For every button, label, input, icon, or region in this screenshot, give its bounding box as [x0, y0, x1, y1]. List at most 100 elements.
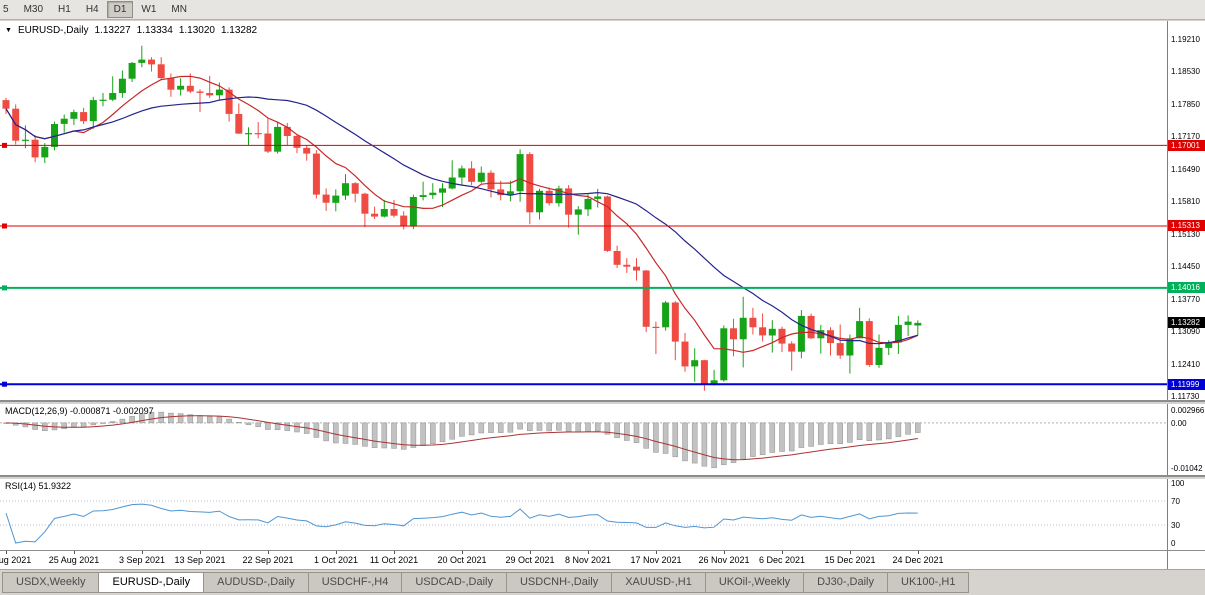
- price-axis-tick: 1.15810: [1171, 197, 1200, 206]
- price-axis-tick: 1.12410: [1171, 360, 1200, 369]
- macd-panel: MACD(12,26,9) -0.000871 -0.002097 0.0029…: [0, 404, 1205, 477]
- date-label: 17 Nov 2021: [630, 555, 682, 565]
- macd-axis-label: -0.01042: [1171, 464, 1203, 473]
- timeframe-button-m30[interactable]: M30: [23, 4, 44, 15]
- tab-usdcnh-daily[interactable]: USDCNH-,Daily: [505, 572, 612, 593]
- tab-usdcad-daily[interactable]: USDCAD-,Daily: [401, 572, 506, 593]
- macd-canvas[interactable]: [0, 404, 1167, 475]
- date-label: 15 Dec 2021: [824, 555, 876, 565]
- price-chart-canvas[interactable]: [0, 21, 1167, 400]
- price-axis-tick: 1.17850: [1171, 100, 1200, 109]
- date-label: 16 Aug 2021: [0, 555, 32, 565]
- macd-histogram: [3, 411, 921, 469]
- macd-axis[interactable]: 0.002966 0.00 -0.01042: [1167, 404, 1205, 475]
- time-axis-tick: [394, 551, 395, 554]
- timeframe-button-mn[interactable]: MN: [171, 4, 187, 15]
- price-axis-tick: 1.13770: [1171, 295, 1200, 304]
- date-label: 11 Oct 2021: [369, 555, 419, 565]
- ma-fast-line: [5, 75, 919, 353]
- support-line-green-handle[interactable]: [2, 285, 7, 291]
- current-price-label: 1.13282: [1168, 317, 1205, 328]
- timeframe-button-w1[interactable]: W1: [141, 4, 157, 15]
- timeframe-button-h4[interactable]: H4: [85, 4, 99, 15]
- price-axis-tick: 1.14450: [1171, 262, 1200, 271]
- time-axis-tick: [918, 551, 919, 554]
- resistance-line-lower-label: 1.15313: [1168, 220, 1205, 231]
- date-label: 29 Oct 2021: [505, 555, 555, 565]
- tab-audusd-daily[interactable]: AUDUSD-,Daily: [203, 572, 308, 593]
- support-line-blue-label: 1.11999: [1168, 379, 1205, 390]
- rsi-axis-label: 0: [1171, 539, 1176, 548]
- date-label: 3 Sep 2021: [118, 555, 166, 565]
- price-axis-tick: 1.15130: [1171, 230, 1200, 239]
- candles: [2, 45, 922, 391]
- resistance-line-upper-handle[interactable]: [2, 142, 7, 148]
- rsi-label: RSI(14) 51.9322: [5, 481, 72, 491]
- date-label: 26 Nov 2021: [698, 555, 750, 565]
- ohlc-close: 1.13282: [220, 25, 258, 36]
- date-label: 13 Sep 2021: [174, 555, 226, 565]
- ohlc-low: 1.13020: [178, 25, 215, 36]
- tab-ukoil-weekly[interactable]: UKOil-,Weekly: [704, 572, 804, 593]
- resistance-line-lower-handle[interactable]: [2, 223, 7, 229]
- date-label: 6 Dec 2021: [758, 555, 806, 565]
- symbol-arrow-icon: ▼: [5, 27, 12, 34]
- time-axis[interactable]: 16 Aug 2021 25 Aug 2021 3 Sep 2021 13 Sep 2…: [0, 551, 1167, 569]
- rsi-canvas[interactable]: [0, 479, 1167, 550]
- tab-dj30-daily[interactable]: DJ30-,Daily: [803, 572, 888, 593]
- time-axis-tick: [268, 551, 269, 554]
- tab-eurusd-daily[interactable]: EURUSD-,Daily: [98, 572, 204, 593]
- rsi-panel: RSI(14) 51.9322 100 70 30 0: [0, 479, 1205, 551]
- tab-usdchf-h4[interactable]: USDCHF-,H4: [307, 572, 402, 593]
- time-axis-tick: [530, 551, 531, 554]
- price-chart-panel: ▼ EURUSD-,Daily 1.13227 1.13334 1.13020 …: [0, 21, 1205, 402]
- chart-tab-bar: USDX,Weekly EURUSD-,Daily AUDUSD-,Daily USD…: [0, 569, 1205, 595]
- chart-title: ▼ EURUSD-,Daily 1.13227 1.13334 1.13020 …: [5, 25, 257, 36]
- price-chart-plot[interactable]: ▼ EURUSD-,Daily 1.13227 1.13334 1.13020 …: [0, 21, 1167, 400]
- date-label: 22 Sep 2021: [242, 555, 294, 565]
- chart-symbol-label: EURUSD-,Daily: [17, 25, 89, 36]
- macd-plot[interactable]: MACD(12,26,9) -0.000871 -0.002097: [0, 404, 1167, 475]
- macd-label: MACD(12,26,9) -0.000871 -0.002097: [5, 406, 154, 416]
- date-label: 25 Aug 2021: [48, 555, 100, 565]
- time-axis-tick: [142, 551, 143, 554]
- price-axis-tick: 1.11730: [1171, 392, 1200, 401]
- rsi-axis-label: 70: [1171, 497, 1180, 506]
- date-label: 20 Oct 2021: [437, 555, 487, 565]
- time-axis-tick: [200, 551, 201, 554]
- ohlc-open: 1.13227: [94, 25, 131, 36]
- price-axis-tick: 1.19210: [1171, 35, 1200, 44]
- resistance-line-upper-label: 1.17001: [1168, 140, 1205, 151]
- timeframe-button-5[interactable]: 5: [3, 4, 9, 15]
- rsi-axis[interactable]: 100 70 30 0: [1167, 479, 1205, 550]
- rsi-plot[interactable]: RSI(14) 51.9322: [0, 479, 1167, 550]
- price-axis-tick: 1.13090: [1171, 327, 1200, 336]
- time-axis-tick: [850, 551, 851, 554]
- date-label: 24 Dec 2021: [892, 555, 944, 565]
- price-axis-tick: 1.18530: [1171, 67, 1200, 76]
- support-line-green-label: 1.14016: [1168, 282, 1205, 293]
- macd-axis-label: 0.002966: [1171, 406, 1205, 415]
- rsi-line: [5, 503, 918, 544]
- time-axis-tick: [462, 551, 463, 554]
- time-axis-tick: [588, 551, 589, 554]
- price-axis[interactable]: 1.19210 1.18530 1.17850 1.17170 1.16490 1.158…: [1167, 21, 1205, 401]
- time-axis-tick: [336, 551, 337, 554]
- time-axis-tick: [6, 551, 7, 554]
- axis-corner: [1167, 551, 1205, 569]
- tab-usdx-weekly[interactable]: USDX,Weekly: [2, 572, 99, 593]
- rsi-axis-label: 30: [1171, 521, 1180, 530]
- ohlc-high: 1.13334: [136, 25, 173, 36]
- price-axis-tick: 1.17170: [1171, 132, 1200, 141]
- macd-signal-line: [5, 415, 918, 461]
- ma-slow-line: [5, 96, 918, 345]
- support-line-blue-handle[interactable]: [2, 381, 7, 387]
- date-label: 8 Nov 2021: [564, 555, 612, 565]
- time-axis-tick: [724, 551, 725, 554]
- tab-xauusd-h1[interactable]: XAUUSD-,H1: [611, 572, 705, 593]
- timeframe-button-d1[interactable]: D1: [106, 1, 134, 18]
- timeframe-button-h1[interactable]: H1: [58, 4, 71, 15]
- timeframe-toolbar: 5 M30 H1 H4 D1 W1 MN: [0, 0, 1205, 20]
- tab-uk100-h1[interactable]: UK100-,H1: [887, 572, 970, 593]
